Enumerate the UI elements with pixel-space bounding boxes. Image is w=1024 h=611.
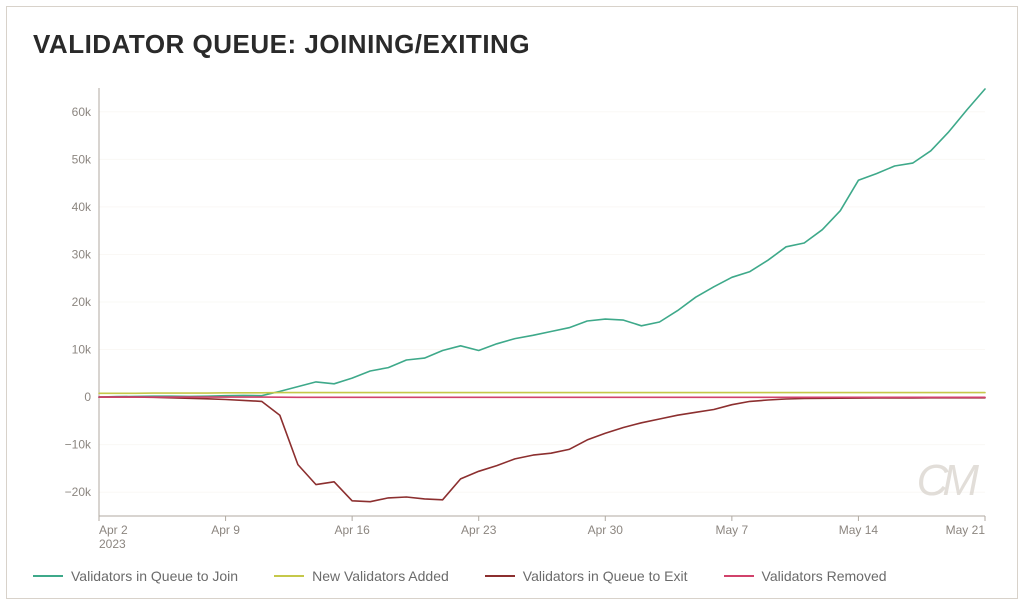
legend-label: Validators in Queue to Join xyxy=(71,568,238,584)
svg-text:Apr 30: Apr 30 xyxy=(588,523,624,537)
svg-text:May 7: May 7 xyxy=(716,523,749,537)
svg-text:0: 0 xyxy=(84,390,91,404)
legend-swatch xyxy=(485,575,515,577)
legend: Validators in Queue to Join New Validato… xyxy=(29,562,995,588)
svg-text:Apr 9: Apr 9 xyxy=(211,523,240,537)
plot-area: −20k −10k 0 10k 20k 30k 40k 50k 60k Apr 2 Apr 9 Apr… xyxy=(29,68,995,562)
legend-label: Validators Removed xyxy=(762,568,887,584)
line-chart: −20k −10k 0 10k 20k 30k 40k 50k 60k Apr 2 Apr 9 Apr… xyxy=(29,68,995,562)
svg-text:Apr 23: Apr 23 xyxy=(461,523,497,537)
legend-item-removed: Validators Removed xyxy=(724,568,887,584)
svg-text:Apr 2: Apr 2 xyxy=(99,523,128,537)
legend-label: Validators in Queue to Exit xyxy=(523,568,688,584)
svg-text:May 14: May 14 xyxy=(839,523,879,537)
svg-text:40k: 40k xyxy=(72,200,92,214)
legend-swatch xyxy=(33,575,63,577)
legend-swatch xyxy=(274,575,304,577)
legend-label: New Validators Added xyxy=(312,568,449,584)
svg-text:2023: 2023 xyxy=(99,537,126,551)
svg-text:10k: 10k xyxy=(72,343,92,357)
svg-text:Apr 16: Apr 16 xyxy=(334,523,370,537)
svg-text:20k: 20k xyxy=(72,295,92,309)
legend-item-join: Validators in Queue to Join xyxy=(33,568,238,584)
chart-title: VALIDATOR QUEUE: JOINING/EXITING xyxy=(33,29,995,60)
svg-text:60k: 60k xyxy=(72,105,92,119)
svg-text:−10k: −10k xyxy=(65,438,92,452)
svg-text:30k: 30k xyxy=(72,247,92,261)
legend-item-exit: Validators in Queue to Exit xyxy=(485,568,688,584)
chart-card: VALIDATOR QUEUE: JOINING/EXITING −20k −10… xyxy=(6,6,1018,599)
svg-text:May 21: May 21 xyxy=(946,523,986,537)
legend-swatch xyxy=(724,575,754,577)
svg-text:50k: 50k xyxy=(72,152,92,166)
svg-text:−20k: −20k xyxy=(65,485,92,499)
legend-item-added: New Validators Added xyxy=(274,568,449,584)
